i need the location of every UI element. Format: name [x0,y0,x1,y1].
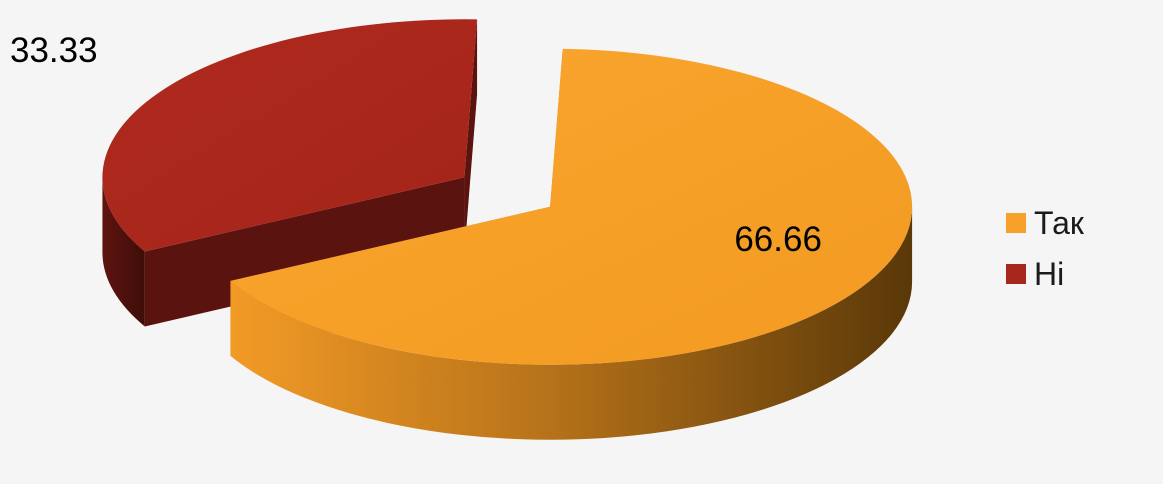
data-label-ni: 33.33 [10,31,98,70]
data-label-tak: 66.66 [734,220,822,259]
slice-wall [144,177,465,327]
legend-item-tak: Так [1006,205,1084,241]
slice-top [230,48,913,365]
legend: Так Ні [1006,205,1084,292]
slice-side [102,177,145,327]
pie-slice-ni [102,19,478,327]
pie-slice-tak [230,48,913,440]
legend-swatch [1006,264,1026,284]
legend-label: Так [1034,205,1084,241]
legend-swatch [1006,213,1026,233]
slice-wall [464,19,478,253]
legend-label: Ні [1034,256,1065,292]
slice-top [102,19,478,252]
legend-item-ni: Ні [1006,256,1084,292]
slice-side [230,206,913,440]
